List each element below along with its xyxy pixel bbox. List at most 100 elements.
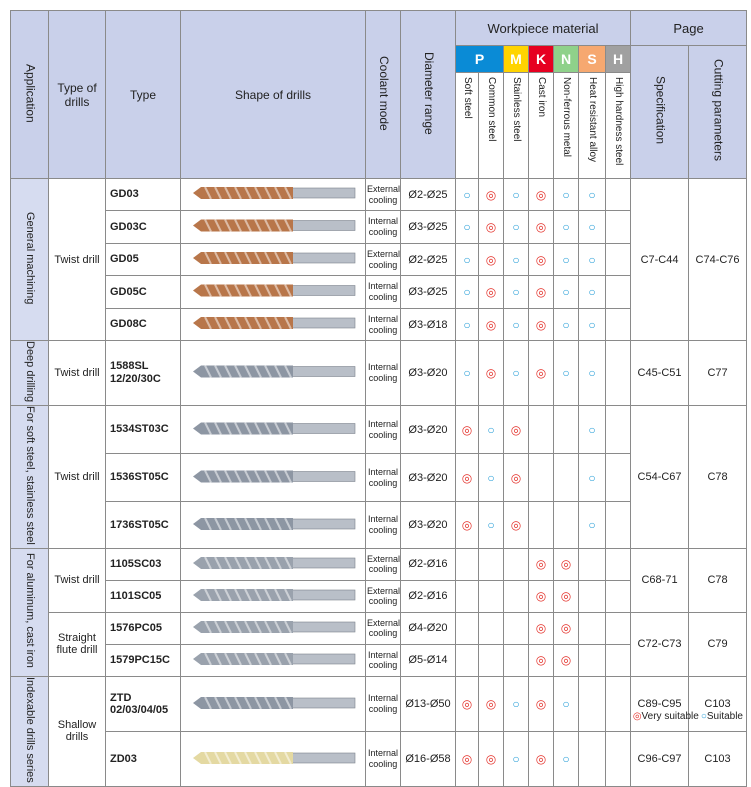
specification-cell: C68-71 [630,547,690,613]
mark-cell: ◎ [553,547,579,581]
mark-cell: ◎ [455,501,479,549]
suitability-mark: ◎ [510,470,522,485]
mark-cell [478,547,504,581]
suitability-mark: ◎ [560,653,572,668]
suitability-mark: ◎ [535,252,547,267]
drill-image [193,316,356,330]
mark-cell [604,339,632,407]
cutting-cell: C77 [688,339,748,407]
mark-cell: ◎ [455,453,479,503]
mark-cell: ○ [553,731,579,787]
mark-cell: ○ [478,501,504,549]
suitability-mark: ◎ [461,518,473,533]
drill-image [193,469,356,483]
header-label: Specification [653,76,668,145]
shape-cell [180,453,366,503]
mark-cell: ◎ [553,611,579,645]
suitability-mark: ◎ [535,589,547,604]
suitability-mark: ○ [463,317,471,332]
mark-cell [503,611,529,645]
mark-cell: ◎ [478,308,504,341]
suitability-mark: ○ [463,220,471,234]
suitability-mark: ◎ [560,621,572,636]
diameter-cell: Ø2-Ø16 [400,579,456,613]
diameter-cell: Ø2-Ø25 [400,178,456,211]
mark-cell [503,579,529,613]
mark-cell [578,579,606,613]
mark-cell [528,453,554,503]
shape-cell [180,643,366,677]
suitability-mark: ○ [588,285,596,299]
mark-cell: ◎ [528,243,554,276]
shape-cell [180,178,366,211]
mark-cell: ◎ [528,210,554,244]
legend-symbol: ○ [700,711,707,722]
coolant-cell: Internal cooling [365,453,401,503]
mark-cell: ◎ [528,275,554,309]
mark-cell [528,405,554,455]
specification-cell: C96-C97 [630,731,690,787]
drill-row: 1736ST05C Internal cooling Ø3-Ø20 ◎ ○ ◎ ○ [11,501,747,549]
mark-cell: ○ [578,275,606,309]
mark-cell [604,178,632,211]
mark-cell [478,579,504,613]
drill-row: Straight flute drill 1576PC05 External coo… [11,611,748,677]
suitability-mark: ◎ [535,752,547,767]
suitability-mark: ○ [562,366,570,381]
drill-image [193,284,356,297]
drill-row: 1579PC15C Internal cooling Ø5-Ø14 ◎ ◎ [11,643,747,677]
type-cell: 1588SL 12/20/30C [105,339,181,407]
material-cell: Stainless steel [503,72,529,179]
mark-cell: ○ [503,210,529,244]
suitability-mark: ○ [588,317,596,332]
mark-cell: ○ [578,453,606,503]
drill-image [193,219,356,232]
suitability-mark: ○ [512,697,520,712]
material-cell: Soft steel [455,72,479,179]
suitability-mark: ◎ [560,589,572,604]
application-label: For soft steel, stainless steel [23,406,36,545]
mark-cell: ◎ [478,178,504,211]
mark-cell: ○ [503,339,529,407]
type-cell: 1736ST05C [105,501,181,549]
material-cell: Cast iron [528,72,554,179]
mark-cell: ◎ [503,453,529,503]
page: Application Type of drills Type Shape of… [10,10,748,787]
drill-image [193,556,356,570]
application-label: General machining [23,211,36,305]
material-label: Non-ferrous metal [560,77,572,158]
suitability-mark: ○ [463,252,471,267]
mark-cell [604,643,632,677]
suitability-mark: ◎ [485,317,497,332]
suitability-mark: ○ [562,752,570,767]
shape-cell [180,243,366,276]
drill-row: GD08C Internal cooling Ø3-Ø18 ○ ◎ ○ ◎ ○ ○ [11,308,747,341]
coolant-cell: External cooling [365,243,401,276]
type-cell: GD03 [105,178,181,211]
suitability-mark: ○ [562,285,570,299]
mark-cell: ○ [553,675,579,733]
mark-cell: ○ [553,210,579,244]
header-label: Diameter range [421,51,436,135]
type-cell: GD03C [105,210,181,244]
header-label: Application [23,63,38,123]
mark-cell: ◎ [528,579,554,613]
suitability-mark: ◎ [535,621,547,636]
suitability-mark: ◎ [510,422,522,437]
type-cell: GD05C [105,275,181,309]
drill-type-cell: Twist drill [48,547,106,613]
type-cell: 1101SC05 [105,579,181,613]
coolant-cell: External cooling [365,178,401,211]
suitability-mark: ○ [512,366,520,381]
mark-cell [604,453,632,503]
header-cell: Diameter range [400,10,456,179]
mark-cell: ○ [553,275,579,309]
mark-cell [553,405,579,455]
legend-label: Suitable [706,711,743,722]
diameter-cell: Ø3-Ø25 [400,210,456,244]
mark-cell [528,501,554,549]
suitability-mark: ◎ [535,220,547,234]
diameter-cell: Ø4-Ø20 [400,611,456,645]
suitability-mark: ◎ [535,187,547,202]
material-cell: Common steel [478,72,504,179]
